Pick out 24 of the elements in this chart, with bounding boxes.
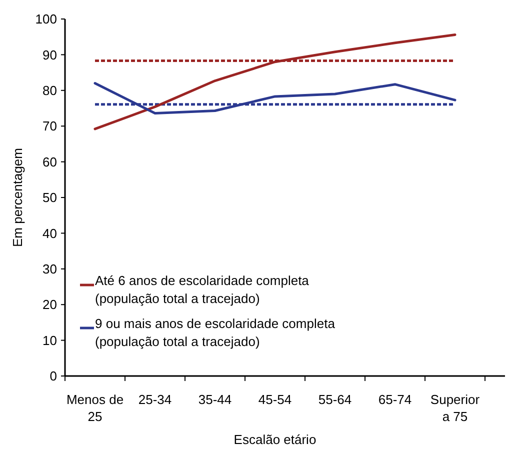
y-tick-label: 40 [42, 226, 57, 241]
y-tick-label: 90 [42, 47, 57, 62]
y-tick-label: 100 [35, 12, 57, 27]
legend-label: Até 6 anos de escolaridade completa (população total a tracejado) [95, 273, 310, 306]
x-tick-label: Superior a 75 [430, 392, 480, 424]
x-axis-title: Escalão etário [234, 432, 316, 447]
y-tick-label: 50 [42, 190, 57, 206]
line-series [94, 33, 456, 130]
y-tick-label: 10 [42, 332, 57, 348]
x-tick-label: 25-34 [138, 392, 172, 407]
x-tick-label: Menos de 25 [66, 392, 124, 424]
y-axis-title: Em percentagem [10, 148, 25, 247]
x-tick-label: 65-74 [378, 392, 412, 407]
y-tick-label: 80 [42, 82, 57, 98]
x-tick-label: 35-44 [198, 392, 232, 407]
y-tick-label: 30 [42, 261, 57, 276]
y-tick-label: 70 [42, 118, 57, 134]
x-tick-label: 45-54 [258, 392, 292, 407]
x-tick-label: 55-64 [318, 392, 352, 407]
line-series [94, 82, 456, 114]
y-tick-label: 20 [42, 297, 57, 312]
y-tick-label: 60 [42, 154, 57, 170]
y-tick-label: 0 [50, 368, 57, 384]
legend-label: 9 ou mais anos de escolaridade completa (população total a tracejado) [95, 316, 336, 349]
